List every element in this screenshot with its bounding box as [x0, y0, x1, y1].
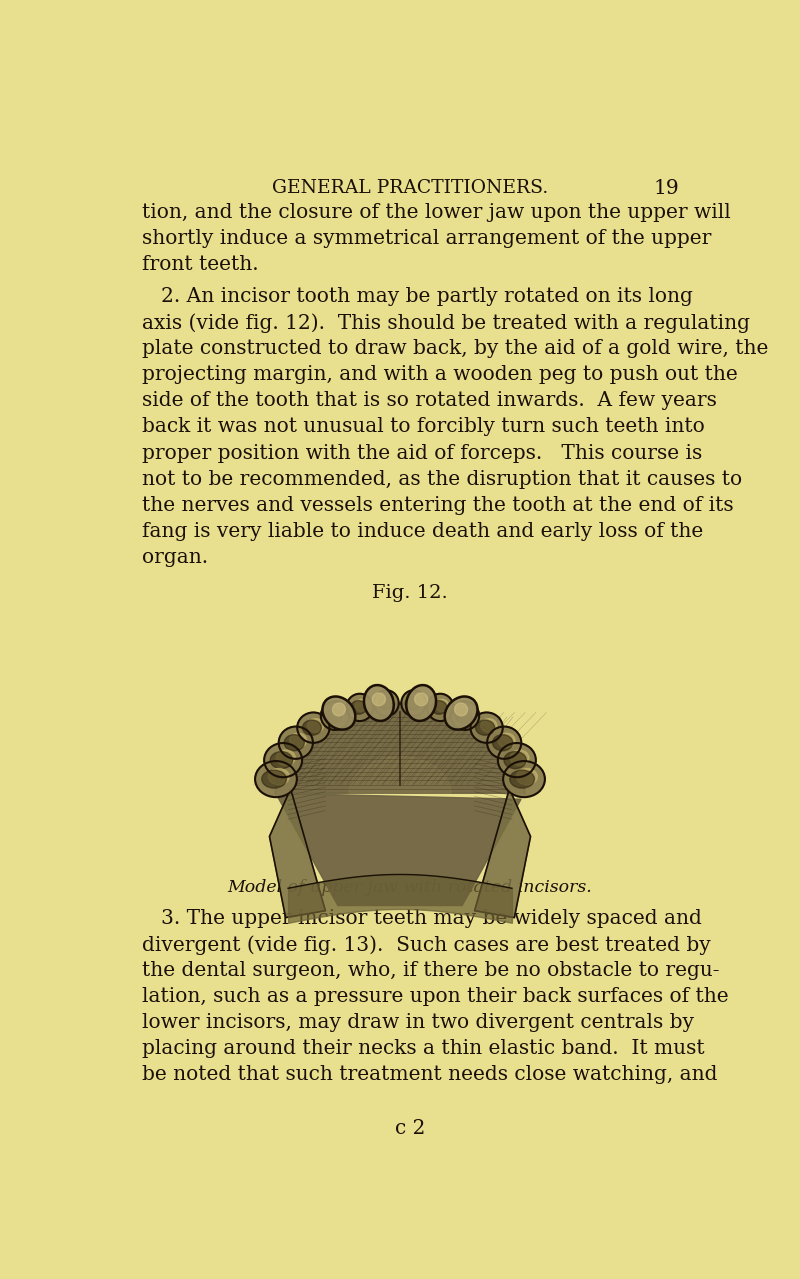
Ellipse shape: [409, 696, 422, 707]
Text: Model of upper jaw with rotated incisors.: Model of upper jaw with rotated incisors…: [228, 879, 592, 897]
Text: proper position with the aid of forceps.   This course is: proper position with the aid of forceps.…: [142, 444, 702, 463]
Polygon shape: [474, 789, 530, 917]
Ellipse shape: [270, 752, 293, 769]
Ellipse shape: [298, 712, 330, 743]
Text: lower incisors, may draw in two divergent centrals by: lower incisors, may draw in two divergen…: [142, 1013, 694, 1032]
Ellipse shape: [406, 697, 420, 710]
Ellipse shape: [346, 693, 373, 721]
Text: lation, such as a pressure upon their back surfaces of the: lation, such as a pressure upon their ba…: [142, 987, 729, 1007]
Text: Fig. 12.: Fig. 12.: [372, 583, 448, 602]
Ellipse shape: [262, 770, 286, 788]
Ellipse shape: [450, 701, 479, 730]
Text: GENERAL PRACTITIONERS.: GENERAL PRACTITIONERS.: [272, 179, 548, 197]
Ellipse shape: [276, 749, 295, 766]
Ellipse shape: [372, 693, 386, 706]
Ellipse shape: [350, 701, 366, 714]
Ellipse shape: [504, 752, 526, 769]
Text: 3. The upper incisor teeth may be widely spaced and: 3. The upper incisor teeth may be widely…: [142, 909, 702, 927]
Polygon shape: [276, 703, 524, 906]
Ellipse shape: [510, 749, 529, 766]
Ellipse shape: [382, 696, 394, 707]
Ellipse shape: [322, 697, 355, 729]
Ellipse shape: [493, 734, 513, 751]
Text: 19: 19: [654, 179, 680, 198]
Ellipse shape: [503, 761, 545, 797]
Ellipse shape: [307, 719, 324, 733]
Ellipse shape: [435, 700, 449, 711]
Text: shortly induce a symmetrical arrangement of the upper: shortly induce a symmetrical arrangement…: [142, 229, 711, 248]
Ellipse shape: [406, 686, 436, 721]
Ellipse shape: [278, 726, 313, 758]
Ellipse shape: [455, 709, 472, 723]
Ellipse shape: [445, 697, 478, 729]
Ellipse shape: [378, 697, 393, 710]
Ellipse shape: [470, 712, 502, 743]
Ellipse shape: [517, 769, 538, 785]
Text: divergent (vide fig. 13).  Such cases are best treated by: divergent (vide fig. 13). Such cases are…: [142, 935, 711, 954]
Ellipse shape: [290, 733, 306, 748]
Ellipse shape: [374, 691, 398, 716]
Ellipse shape: [431, 701, 447, 714]
Text: plate constructed to draw back, by the aid of a gold wire, the: plate constructed to draw back, by the a…: [142, 339, 769, 358]
Ellipse shape: [487, 726, 522, 758]
Polygon shape: [270, 789, 326, 917]
Ellipse shape: [460, 707, 474, 720]
Text: the nerves and vessels entering the tooth at the end of its: the nerves and vessels entering the toot…: [142, 496, 734, 514]
Text: side of the tooth that is so rotated inwards.  A few years: side of the tooth that is so rotated inw…: [142, 391, 717, 411]
Ellipse shape: [284, 734, 304, 751]
Ellipse shape: [355, 700, 368, 711]
Ellipse shape: [476, 720, 494, 735]
Text: back it was not unusual to forcibly turn such teeth into: back it was not unusual to forcibly turn…: [142, 417, 705, 436]
Text: fang is very liable to induce death and early loss of the: fang is very liable to induce death and …: [142, 522, 703, 541]
Ellipse shape: [321, 701, 350, 730]
Text: c 2: c 2: [395, 1119, 425, 1137]
Text: not to be recommended, as the disruption that it causes to: not to be recommended, as the disruption…: [142, 469, 742, 489]
Ellipse shape: [302, 720, 322, 735]
Text: the dental surgeon, who, if there be no obstacle to regu-: the dental surgeon, who, if there be no …: [142, 961, 720, 980]
Ellipse shape: [414, 693, 428, 706]
Ellipse shape: [364, 686, 394, 721]
Ellipse shape: [402, 691, 426, 716]
Ellipse shape: [268, 769, 290, 785]
Ellipse shape: [498, 733, 515, 748]
Polygon shape: [349, 756, 451, 793]
Ellipse shape: [454, 703, 467, 716]
Text: be noted that such treatment needs close watching, and: be noted that such treatment needs close…: [142, 1065, 718, 1085]
Text: 2. An incisor tooth may be partly rotated on its long: 2. An incisor tooth may be partly rotate…: [142, 286, 693, 306]
Ellipse shape: [255, 761, 297, 797]
Ellipse shape: [264, 743, 302, 778]
Ellipse shape: [330, 707, 344, 720]
Text: projecting margin, and with a wooden peg to push out the: projecting margin, and with a wooden peg…: [142, 366, 738, 384]
Text: axis (vide fig. 12).  This should be treated with a regulating: axis (vide fig. 12). This should be trea…: [142, 313, 750, 333]
Text: tion, and the closure of the lower jaw upon the upper will: tion, and the closure of the lower jaw u…: [142, 203, 731, 221]
Ellipse shape: [333, 703, 346, 716]
Text: organ.: organ.: [142, 547, 208, 567]
Text: front teeth.: front teeth.: [142, 255, 258, 274]
Ellipse shape: [498, 743, 536, 778]
Ellipse shape: [510, 770, 534, 788]
Ellipse shape: [427, 693, 454, 721]
Ellipse shape: [481, 719, 497, 733]
Ellipse shape: [326, 709, 342, 723]
Text: placing around their necks a thin elastic band.  It must: placing around their necks a thin elasti…: [142, 1040, 705, 1058]
